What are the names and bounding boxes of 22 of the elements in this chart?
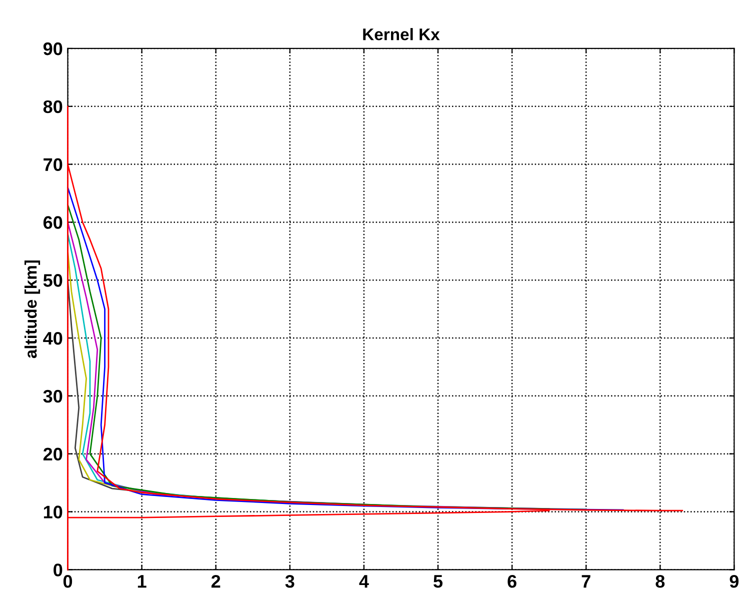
y-tick-label: 10	[44, 506, 62, 518]
y-tick-label: 80	[43, 100, 62, 114]
x-tick-label: 3	[285, 574, 294, 588]
x-tick-label: 4	[359, 575, 369, 588]
x-tick-label: 0	[63, 574, 72, 588]
y-tick-label: 90	[43, 42, 62, 56]
chart-title: Kernel Kx	[363, 28, 440, 40]
y-tick-label: 60	[43, 216, 62, 229]
x-tick-label: 9	[730, 574, 739, 588]
x-tick-label: 2	[211, 574, 220, 588]
x-tick-label: 6	[508, 574, 516, 588]
y-tick-label: 20	[43, 448, 62, 461]
y-axis-title: altitude [km]	[24, 260, 40, 358]
x-tick-label: 8	[656, 574, 665, 588]
y-tick-label: 50	[43, 274, 62, 287]
y-tick-label: 30	[43, 390, 62, 403]
y-tick-label: 70	[44, 158, 62, 172]
x-tick-label: 1	[138, 575, 146, 588]
x-tick-label: 7	[582, 575, 590, 588]
x-tick-label: 5	[434, 575, 443, 588]
y-tick-label: 40	[43, 332, 62, 345]
y-tick-label: 0	[54, 564, 62, 576]
